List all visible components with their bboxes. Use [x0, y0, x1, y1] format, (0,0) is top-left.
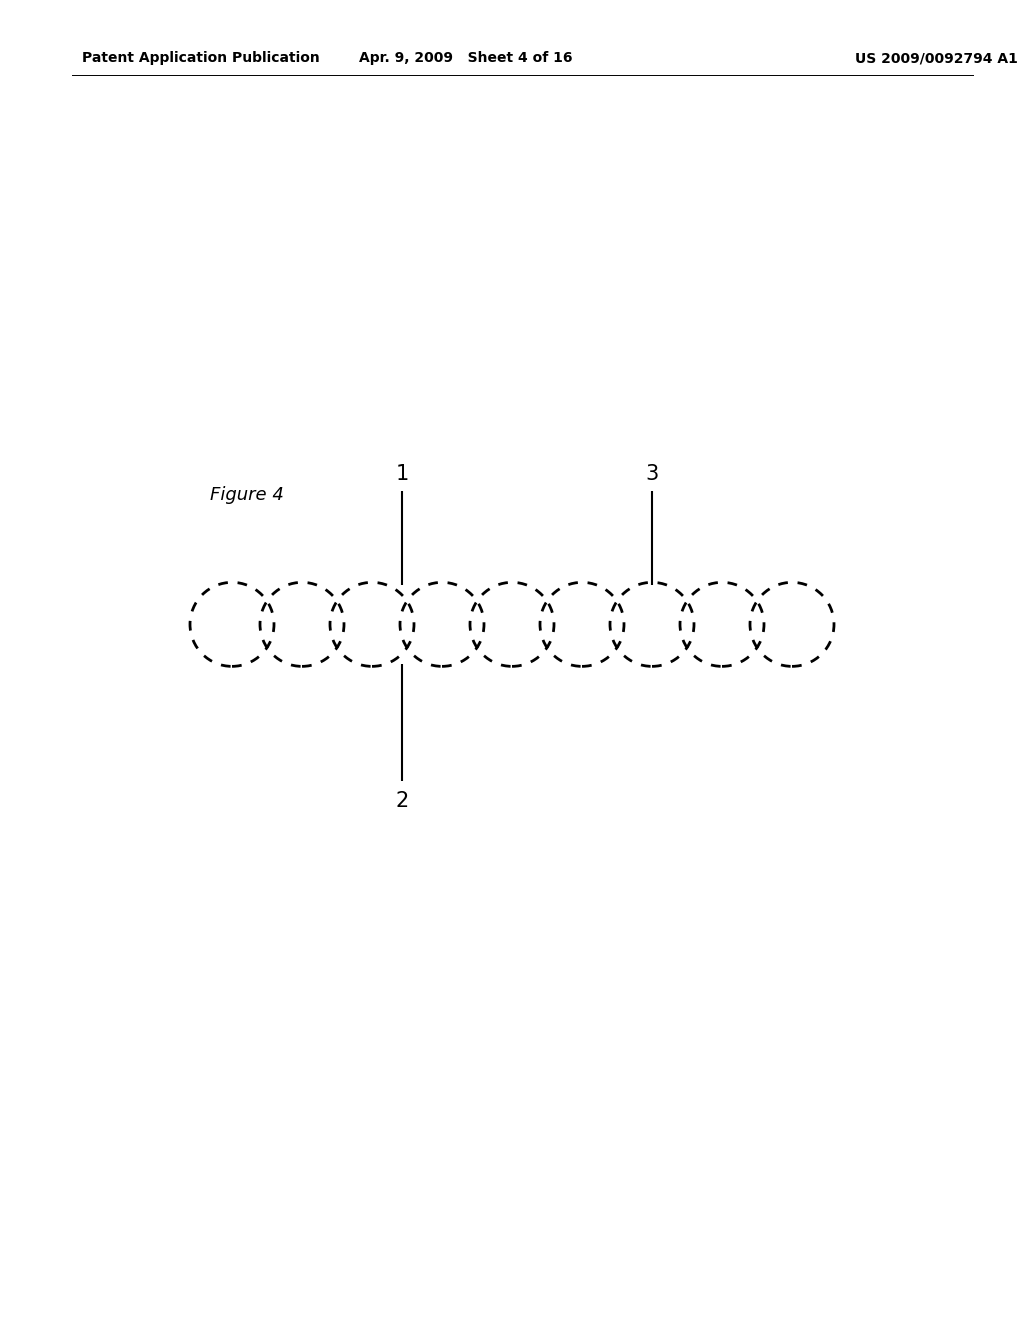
Text: Apr. 9, 2009   Sheet 4 of 16: Apr. 9, 2009 Sheet 4 of 16 [359, 51, 572, 65]
Text: Patent Application Publication: Patent Application Publication [82, 51, 319, 65]
Text: Figure 4: Figure 4 [210, 486, 284, 504]
Text: 1: 1 [396, 463, 409, 484]
Text: 3: 3 [646, 463, 658, 484]
Text: US 2009/0092794 A1: US 2009/0092794 A1 [855, 51, 1018, 65]
Text: 2: 2 [396, 791, 409, 812]
